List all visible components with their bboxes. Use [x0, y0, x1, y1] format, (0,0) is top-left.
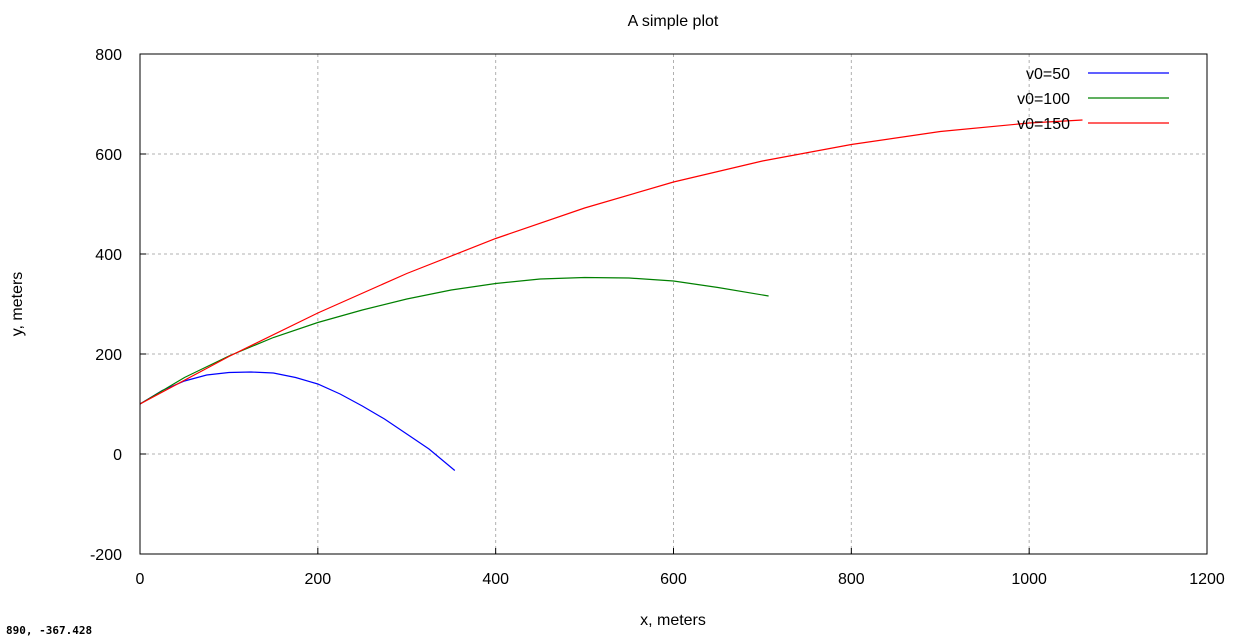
x-tick-label: 800: [838, 571, 865, 588]
y-tick-label: 800: [95, 47, 122, 64]
x-tick-label: 1200: [1189, 571, 1225, 588]
grid: [140, 54, 1207, 554]
x-ticks: 0 200 400 600 800 1000 1200: [136, 548, 1225, 588]
series-line-v0=150: [139, 119, 1083, 405]
legend-label: v0=100: [1017, 91, 1070, 108]
y-tick-label: 600: [95, 147, 122, 164]
legend: v0=50 v0=100 v0=150: [1017, 66, 1169, 133]
y-tick-label: -200: [90, 547, 122, 564]
series-lines: [139, 119, 1083, 471]
y-ticks: -200 0 200 400 600 800: [90, 47, 146, 564]
x-tick-label: 400: [482, 571, 509, 588]
y-tick-label: 0: [113, 447, 122, 464]
cursor-coordinates: 890, -367.428: [6, 624, 93, 637]
y-axis-label: y, meters: [9, 272, 26, 337]
x-tick-label: 0: [136, 571, 145, 588]
legend-label: v0=150: [1017, 116, 1070, 133]
x-axis-label: x, meters: [640, 612, 706, 629]
y-tick-label: 200: [95, 347, 122, 364]
chart-title: A simple plot: [628, 13, 719, 30]
x-tick-label: 600: [660, 571, 687, 588]
series-line-v0=100: [139, 276, 769, 405]
legend-label: v0=50: [1026, 66, 1070, 83]
x-tick-label: 200: [304, 571, 331, 588]
y-tick-label: 400: [95, 247, 122, 264]
x-tick-label: 1000: [1011, 571, 1047, 588]
series-line-v0=50: [139, 371, 456, 471]
